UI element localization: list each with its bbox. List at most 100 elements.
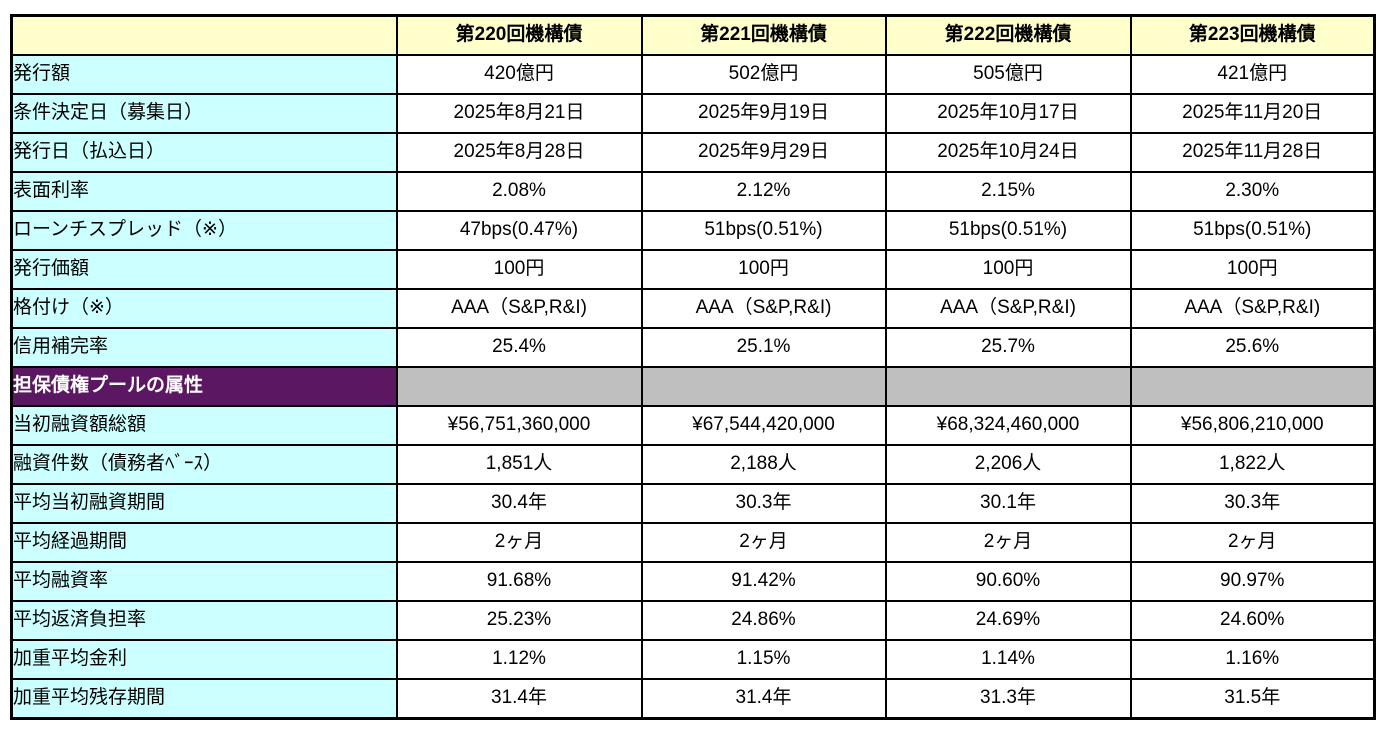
value-cell: 2.15% [884,171,1132,212]
value-cell: 2025年10月24日 [884,132,1132,173]
value-cell: 25.4% [395,327,643,368]
value-cell: 2025年11月28日 [1129,132,1376,173]
value-cell: 31.4年 [395,678,643,720]
section-empty-cell [1129,366,1376,407]
column-header-bond-220: 第220回機構債 [395,14,643,56]
value-cell: 30.1年 [884,483,1132,524]
value-cell: 31.5年 [1129,678,1376,720]
value-cell: 2ヶ月 [1129,522,1376,563]
value-cell: 505億円 [884,54,1132,95]
value-cell: 91.42% [640,561,887,602]
value-cell: 31.4年 [640,678,887,720]
row-label-cell: ローンチスプレッド（※） [10,210,398,251]
value-cell: 24.86% [640,600,887,641]
row-label-cell: 平均融資率 [10,561,398,602]
table-row: 平均融資率 91.68% 91.42% 90.60% 90.97% [10,561,1376,602]
value-cell: 100円 [1129,249,1376,290]
row-label-cell: 発行日（払込日） [10,132,398,173]
value-cell: 1.14% [884,639,1132,680]
value-cell: ¥56,806,210,000 [1129,405,1376,446]
value-cell: 30.3年 [1129,483,1376,524]
value-cell: AAA（S&P,R&I) [884,288,1132,329]
value-cell: 25.23% [395,600,643,641]
value-cell: AAA（S&P,R&I) [1129,288,1376,329]
value-cell: 51bps(0.51%) [640,210,887,251]
value-cell: 31.3年 [884,678,1132,720]
table-row: 平均当初融資期間 30.4年 30.3年 30.1年 30.3年 [10,483,1376,524]
value-cell: 25.6% [1129,327,1376,368]
table-row: 発行額 420億円 502億円 505億円 421億円 [10,54,1376,95]
bond-comparison-table: 第220回機構債 第221回機構債 第222回機構債 第223回機構債 発行額 4… [10,14,1376,720]
value-cell: AAA（S&P,R&I) [640,288,887,329]
value-cell: 1.15% [640,639,887,680]
value-cell: 2025年8月28日 [395,132,643,173]
row-label-cell: 格付け（※） [10,288,398,329]
value-cell: 25.7% [884,327,1132,368]
row-label-cell: 当初融資額総額 [10,405,398,446]
value-cell: ¥56,751,360,000 [395,405,643,446]
value-cell: 2.08% [395,171,643,212]
value-cell: 24.60% [1129,600,1376,641]
table-row: 発行日（払込日） 2025年8月28日 2025年9月29日 2025年10月24日 2… [10,132,1376,173]
value-cell: 2025年10月17日 [884,93,1132,134]
value-cell: 2025年9月29日 [640,132,887,173]
row-label-cell: 条件決定日（募集日） [10,93,398,134]
value-cell: 502億円 [640,54,887,95]
value-cell: 51bps(0.51%) [1129,210,1376,251]
table-row: 加重平均残存期間 31.4年 31.4年 31.3年 31.5年 [10,678,1376,720]
table-row: 格付け（※） AAA（S&P,R&I) AAA（S&P,R&I) AAA（S&P,R&… [10,288,1376,329]
row-label-cell: 加重平均金利 [10,639,398,680]
column-header-bond-221: 第221回機構債 [640,14,887,56]
value-cell: 420億円 [395,54,643,95]
value-cell: 2025年8月21日 [395,93,643,134]
value-cell: 1,851人 [395,444,643,485]
value-cell: 100円 [395,249,643,290]
value-cell: AAA（S&P,R&I) [395,288,643,329]
section-empty-cell [395,366,643,407]
table-row: 当初融資額総額 ¥56,751,360,000 ¥67,544,420,000 ¥68… [10,405,1376,446]
value-cell: 2,206人 [884,444,1132,485]
section-header-cell: 担保債権プールの属性 [10,366,398,407]
value-cell: 2ヶ月 [395,522,643,563]
value-cell: 2,188人 [640,444,887,485]
row-label-cell: 加重平均残存期間 [10,678,398,720]
section-header-row: 担保債権プールの属性 [10,366,1376,407]
table-row: 融資件数（債務者ﾍﾞｰｽ） 1,851人 2,188人 2,206人 1,822人 [10,444,1376,485]
value-cell: 2025年11月20日 [1129,93,1376,134]
value-cell: 2.12% [640,171,887,212]
value-cell: 25.1% [640,327,887,368]
table-row: 平均経過期間 2ヶ月 2ヶ月 2ヶ月 2ヶ月 [10,522,1376,563]
row-label-cell: 発行額 [10,54,398,95]
table-row: 信用補完率 25.4% 25.1% 25.7% 25.6% [10,327,1376,368]
row-label-cell: 平均当初融資期間 [10,483,398,524]
table-row: ローンチスプレッド（※） 47bps(0.47%) 51bps(0.51%) 51bp… [10,210,1376,251]
value-cell: 24.69% [884,600,1132,641]
row-label-cell: 発行価額 [10,249,398,290]
value-cell: 2ヶ月 [884,522,1132,563]
column-header-bond-222: 第222回機構債 [884,14,1132,56]
table-row: 条件決定日（募集日） 2025年8月21日 2025年9月19日 2025年10月17… [10,93,1376,134]
value-cell: 100円 [640,249,887,290]
row-label-cell: 平均経過期間 [10,522,398,563]
table-header-row: 第220回機構債 第221回機構債 第222回機構債 第223回機構債 [10,14,1376,56]
row-label-cell: 表面利率 [10,171,398,212]
table-row: 表面利率 2.08% 2.12% 2.15% 2.30% [10,171,1376,212]
value-cell: 30.3年 [640,483,887,524]
value-cell: 1.16% [1129,639,1376,680]
section-empty-cell [884,366,1132,407]
table-row: 発行価額 100円 100円 100円 100円 [10,249,1376,290]
value-cell: 47bps(0.47%) [395,210,643,251]
value-cell: 421億円 [1129,54,1376,95]
value-cell: ¥67,544,420,000 [640,405,887,446]
value-cell: 90.60% [884,561,1132,602]
table-body: 発行額 420億円 502億円 505億円 421億円 条件決定日（募集日） 2025年8月… [10,54,1376,720]
value-cell: 91.68% [395,561,643,602]
section-empty-cell [640,366,887,407]
row-label-cell: 信用補完率 [10,327,398,368]
value-cell: ¥68,324,460,000 [884,405,1132,446]
value-cell: 2025年9月19日 [640,93,887,134]
row-label-cell: 平均返済負担率 [10,600,398,641]
column-header-bond-223: 第223回機構債 [1129,14,1376,56]
value-cell: 90.97% [1129,561,1376,602]
